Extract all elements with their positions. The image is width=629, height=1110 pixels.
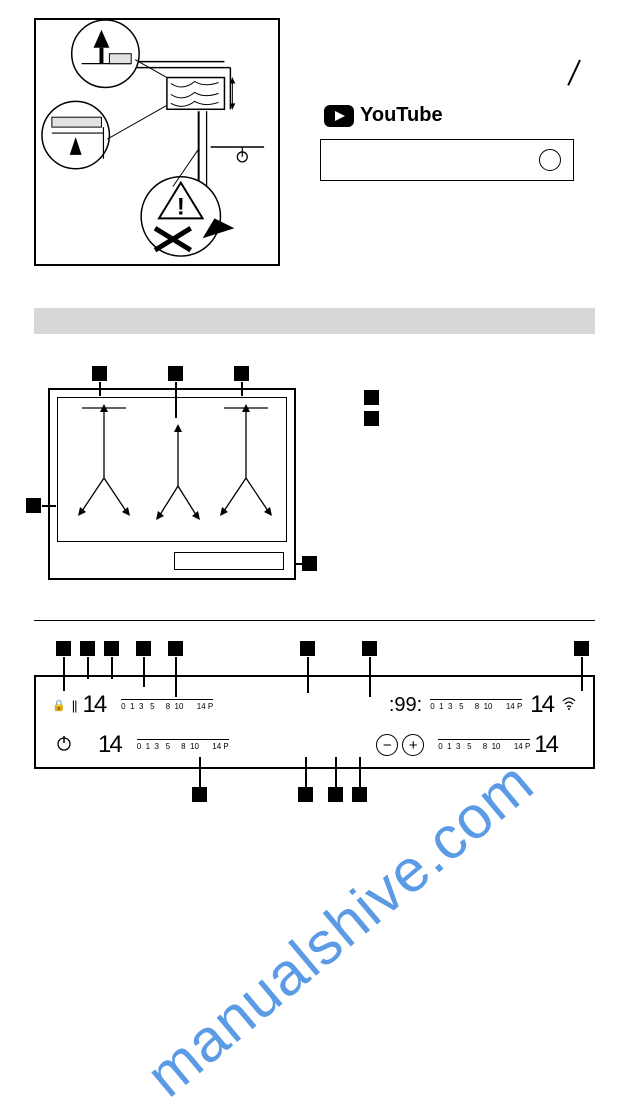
scale-tr: 0 1 3 5 8 10 14 P [430,699,522,711]
top-row: ! YouT [34,18,595,276]
display-tl: 14 [82,691,105,719]
pause-icon: || [72,698,77,713]
cooktop-zones [50,390,294,578]
minus-button[interactable]: − [376,734,398,756]
search-pointer-line [567,60,581,86]
cp-callout-8 [298,787,313,802]
cp-callout-3 [104,641,119,656]
legend-item-2 [364,411,379,426]
section-divider [34,620,595,621]
youtube-logo: YouTube [324,104,595,127]
cp-callout-9a [328,787,343,802]
display-br: 14 [534,731,557,759]
cp-callout-2 [80,641,95,656]
cp-callout-9b [352,787,367,802]
cp-callout-5 [168,641,183,656]
section-header-bar [34,308,595,334]
youtube-icon [324,105,354,127]
cp-callout-4 [136,641,151,656]
install-illustration: ! [36,20,278,264]
cp-callout-10 [574,641,589,656]
control-panel-figure: 🔒 || 14 0 1 3 5 8 10 14 P :99: 0 1 3 5 8… [34,675,595,769]
legend-square-icon [364,411,379,426]
cooktop-legend [364,388,379,432]
youtube-search-bar[interactable] [320,139,574,181]
control-panel-slot [174,552,284,570]
cp-callout-6 [192,787,207,802]
callout-zone-1a [92,366,107,381]
callout-panel [302,556,317,571]
legend-item-1 [364,390,379,405]
scale-br: 0 1 3 5 8 10 14 P [438,739,530,751]
scale-tl: 0 1 3 5 8 10 14 P [121,699,213,711]
cooktop-layout-figure [48,388,296,580]
svg-text:!: ! [177,193,185,220]
search-icon [539,149,561,171]
cp-callout-1 [56,641,71,656]
cp-callout-7a [300,641,315,656]
lock-icon: 🔒 [52,699,66,712]
display-bl: 14 [98,731,121,759]
power-icon[interactable] [56,735,72,755]
youtube-block: YouTube [320,18,595,276]
youtube-label: YouTube [360,104,443,127]
display-tr: 14 [530,691,553,719]
scale-bl: 0 1 3 5 8 10 14 P [137,739,229,751]
cooktop-row [34,388,595,580]
legend-square-icon [364,390,379,405]
plus-button[interactable]: + [402,734,424,756]
timer-display: :99: [389,694,422,717]
callout-zone-1c [234,366,249,381]
installation-figure: ! [34,18,280,266]
wifi-icon [561,695,577,716]
callout-zone-1b [168,366,183,381]
cp-callout-7b [362,641,377,656]
callout-glass [26,498,41,513]
